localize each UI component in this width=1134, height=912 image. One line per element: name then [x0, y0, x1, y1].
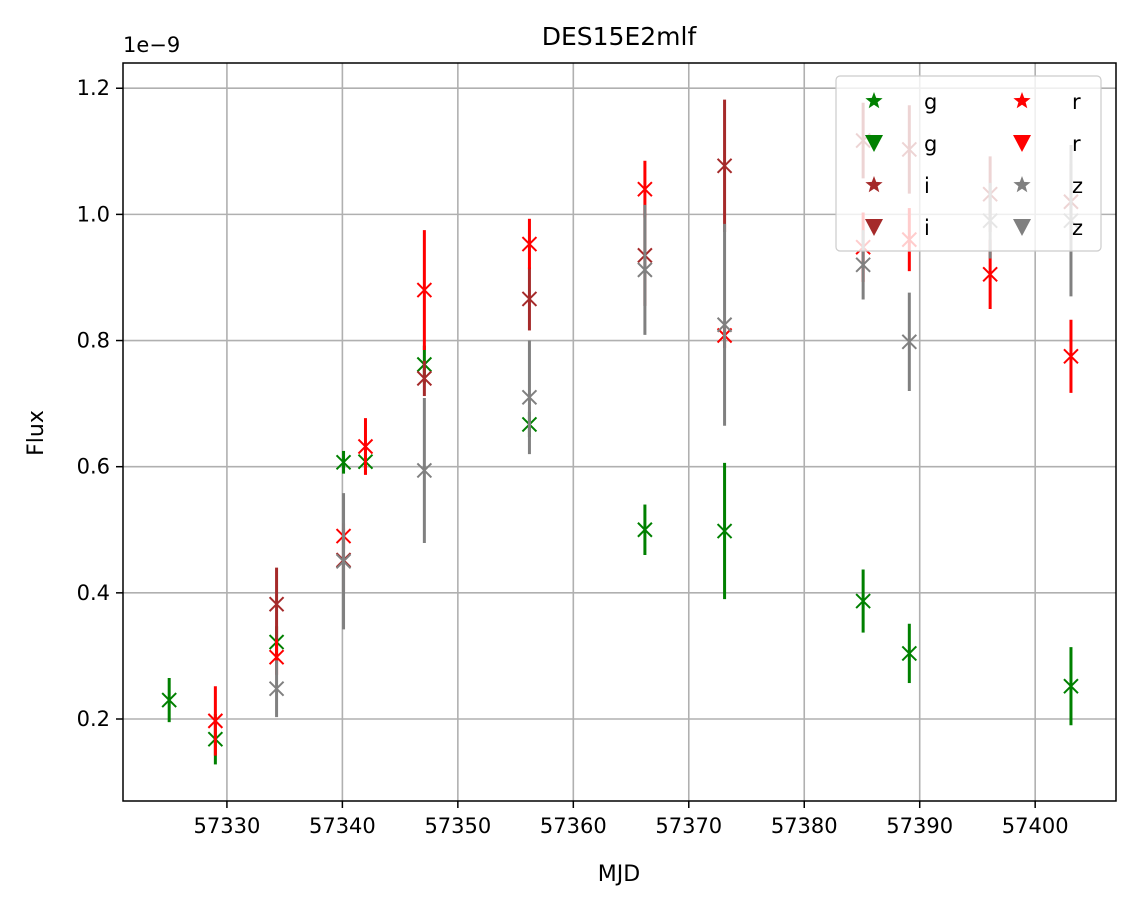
legend-triangle-marker	[865, 219, 883, 236]
data-point-z	[268, 681, 285, 697]
y-tick-label: 0.6	[77, 455, 110, 479]
data-point-g	[335, 454, 352, 470]
y-axis-scale-label: 1e−9	[123, 33, 180, 57]
x-tick-label: 57350	[424, 814, 491, 838]
legend-label: g	[924, 132, 937, 156]
legend-label: z	[1072, 216, 1083, 240]
legend-label: r	[1072, 90, 1081, 114]
legend-star-marker	[865, 92, 883, 109]
legend-triangle-marker	[1013, 219, 1031, 236]
x-tick-label: 57330	[194, 814, 261, 838]
data-point-r	[521, 236, 538, 252]
legend-star-marker	[865, 176, 883, 193]
legend-label: i	[924, 216, 930, 240]
data-point-r	[637, 181, 653, 197]
legend-label: r	[1072, 132, 1081, 156]
x-axis-label: MJD	[598, 862, 640, 887]
legend-label: z	[1072, 174, 1083, 198]
y-tick-label: 1.2	[77, 76, 110, 100]
data-points	[161, 99, 1079, 765]
data-point-r	[416, 282, 433, 298]
data-point-g	[161, 692, 177, 708]
data-point-z	[716, 317, 733, 333]
x-tick-label: 57400	[1002, 814, 1069, 838]
data-point-z	[901, 334, 918, 350]
legend-triangle-marker	[865, 135, 883, 152]
data-point-g	[901, 645, 918, 662]
data-point-i	[716, 158, 733, 174]
data-point-r	[982, 266, 998, 283]
legend-box	[835, 75, 1102, 252]
data-point-z	[855, 257, 871, 273]
legend-triangle-marker	[1013, 135, 1031, 152]
y-tick-label: 1.0	[77, 202, 110, 226]
axis-ticks: 57330 57340 57350 57360 57370 57380 57390 57400…	[77, 76, 1069, 838]
data-point-r	[357, 438, 374, 455]
legend-star-marker	[1013, 176, 1031, 193]
legend-label: g	[924, 90, 937, 114]
y-tick-label: 0.4	[77, 581, 110, 605]
data-point-r	[207, 713, 224, 729]
plot-frame	[122, 62, 1117, 802]
y-axis-label: Flux	[24, 410, 49, 456]
data-point-z	[416, 462, 433, 479]
x-tick-label: 57380	[771, 814, 838, 838]
data-point-g	[716, 523, 733, 539]
data-point-z	[335, 553, 352, 570]
data-point-g	[1063, 678, 1079, 694]
data-point-g	[637, 522, 653, 538]
data-point-i	[521, 291, 538, 307]
data-point-i	[268, 596, 285, 612]
data-point-r	[268, 649, 285, 665]
x-tick-label: 57390	[886, 814, 953, 838]
legend-star-marker	[1013, 92, 1031, 109]
chart-title: DES15E2mlf	[542, 22, 698, 51]
data-point-i	[416, 370, 433, 387]
x-tick-label: 57370	[655, 814, 722, 838]
y-tick-label: 0.2	[77, 707, 110, 731]
data-point-g	[855, 593, 871, 609]
legend-label: i	[924, 174, 930, 198]
x-tick-label: 57360	[540, 814, 607, 838]
y-tick-label: 0.8	[77, 329, 110, 353]
x-tick-label: 57340	[309, 814, 376, 838]
data-point-z	[521, 389, 538, 406]
data-point-r	[1063, 348, 1079, 365]
data-point-z	[637, 262, 653, 278]
